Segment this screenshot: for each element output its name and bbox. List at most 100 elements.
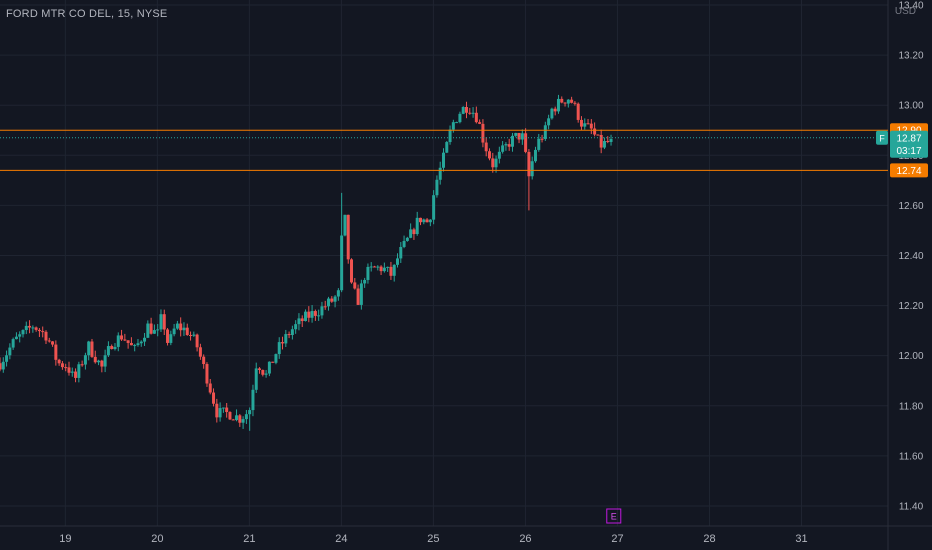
candle-body — [70, 371, 74, 373]
candle-body — [336, 290, 340, 297]
y-tick-label: 11.80 — [899, 401, 924, 412]
candle-body — [51, 341, 55, 345]
candle-body — [356, 288, 360, 305]
candle-body — [258, 368, 262, 370]
candle-body — [44, 331, 48, 341]
candle-body — [120, 335, 124, 340]
candle-body — [136, 343, 140, 346]
candle-body — [313, 311, 317, 316]
chart-title: FORD MTR CO DEL, 15, NYSE — [6, 8, 168, 20]
y-tick-label: 11.40 — [899, 501, 924, 512]
candle-body — [530, 161, 534, 177]
candle-body — [514, 133, 518, 136]
candle-body — [34, 327, 38, 330]
candle-body — [392, 264, 396, 276]
candle-body — [205, 364, 209, 384]
candle-body — [553, 108, 557, 112]
earnings-marker-icon[interactable] — [606, 508, 622, 524]
candle-body — [438, 167, 442, 180]
candle-body — [1, 361, 5, 370]
candle-body — [547, 118, 551, 126]
candle-body — [28, 325, 32, 328]
candle-body — [540, 138, 544, 140]
candle-body — [602, 140, 606, 148]
candle-body — [579, 119, 583, 127]
earnings-marker-label: E — [611, 512, 617, 522]
y-tick-label: 11.60 — [899, 451, 924, 462]
symbol-badge-label: F — [879, 133, 885, 143]
candle-body — [100, 360, 104, 367]
candle-body — [212, 392, 216, 404]
candle-body — [491, 158, 495, 168]
candle-body — [501, 145, 505, 152]
candle-body — [310, 311, 314, 318]
candle-body — [550, 108, 554, 119]
candle-body — [363, 279, 367, 284]
candle-body — [507, 144, 511, 147]
candle-body — [192, 334, 196, 336]
candle-body — [14, 336, 18, 340]
current-price-tag — [890, 130, 928, 158]
y-tick-label: 12.60 — [898, 201, 923, 212]
candle-body — [31, 327, 35, 329]
candle-body — [340, 235, 344, 291]
candle-body — [570, 99, 574, 103]
candle-body — [405, 237, 409, 241]
candle-body — [5, 355, 9, 362]
y-tick-label: 13.20 — [898, 51, 923, 62]
candle-body — [47, 340, 51, 342]
candle-body — [159, 314, 163, 330]
candle-body — [264, 373, 268, 375]
candle-body — [202, 356, 206, 365]
candle-body — [64, 367, 68, 369]
level-price-tag — [890, 163, 928, 178]
candle-body — [474, 112, 478, 123]
candle-body — [589, 123, 593, 129]
candle-body — [198, 347, 202, 357]
x-tick-label: 26 — [519, 533, 531, 545]
candle-body — [497, 151, 501, 159]
x-tick-label: 21 — [243, 533, 255, 545]
candle-body — [18, 334, 22, 337]
candle-body — [330, 298, 334, 302]
candle-body — [254, 368, 258, 390]
candle-body — [93, 356, 97, 363]
candle-body — [566, 99, 570, 104]
candle-body — [596, 134, 600, 136]
candle-body — [524, 133, 528, 152]
candle-body — [261, 369, 265, 375]
candle-body — [271, 361, 275, 363]
candle-body — [563, 102, 567, 104]
current-price-label: 12.87 — [896, 133, 921, 144]
candle-body — [54, 344, 58, 360]
candle-body — [113, 346, 117, 350]
candle-body — [402, 240, 406, 247]
candle-body — [221, 407, 225, 409]
candle-body — [543, 125, 547, 139]
candle-body — [304, 311, 308, 322]
candle-body — [106, 346, 110, 356]
candle-body — [24, 325, 28, 331]
candle-body — [379, 266, 383, 272]
candle-body — [41, 331, 45, 333]
bar-countdown-label: 03:17 — [896, 146, 921, 157]
candle-body — [241, 419, 245, 423]
candle-body — [609, 139, 613, 142]
x-tick-label: 19 — [59, 533, 71, 545]
candle-body — [231, 419, 235, 421]
candle-body — [166, 329, 170, 343]
x-tick-label: 28 — [703, 533, 715, 545]
candle-body — [215, 403, 219, 418]
candle-body — [77, 364, 81, 378]
candle-body — [208, 383, 212, 393]
candle-body — [510, 135, 514, 147]
candle-body — [537, 138, 541, 150]
candle-body — [37, 329, 41, 332]
x-tick-label: 24 — [335, 533, 347, 545]
y-tick-label: 13.40 — [898, 1, 923, 12]
candle-body — [422, 219, 426, 223]
candle-body — [11, 339, 15, 348]
candle-body — [520, 133, 524, 140]
candle-body — [533, 149, 537, 162]
